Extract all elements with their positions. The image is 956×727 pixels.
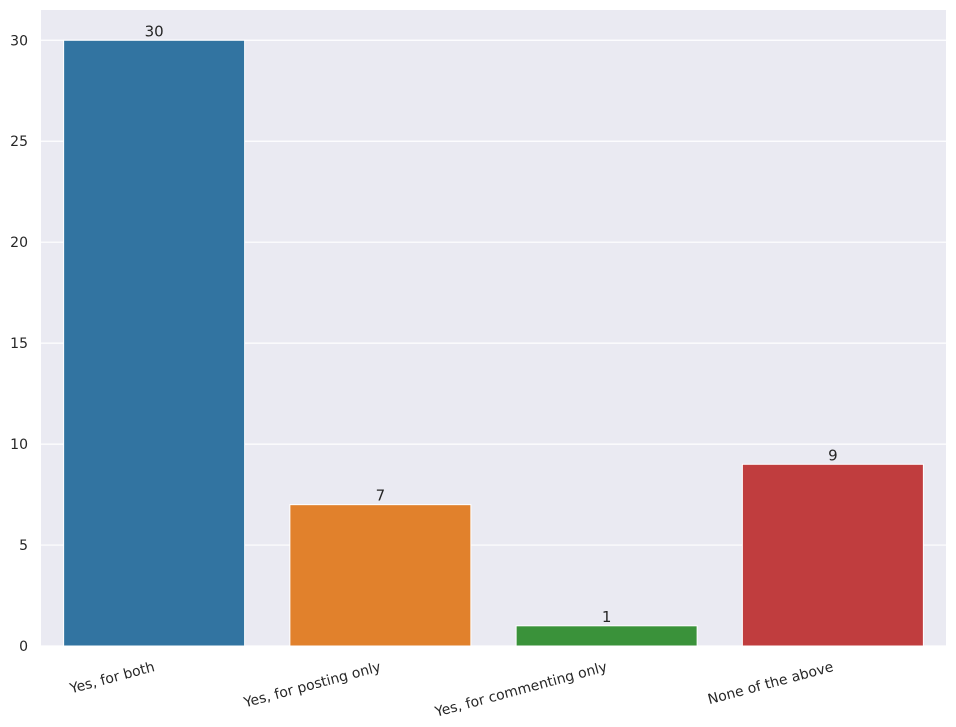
bar [63,39,246,647]
value-label: 30 [145,22,164,40]
x-tick-label: Yes, for posting only [241,659,382,711]
x-tick-label: Yes, for commenting only [432,659,608,721]
y-tick-label: 10 [10,437,28,453]
x-tick-label: Yes, for both [67,659,156,697]
value-label: 1 [602,608,612,626]
value-label: 7 [376,487,386,505]
y-tick-label: 0 [19,639,28,655]
bar [289,504,472,647]
bar [515,625,698,647]
y-tick-label: 15 [10,336,28,352]
value-label: 9 [828,446,838,464]
y-tick-label: 5 [19,538,28,554]
bar [741,463,924,647]
x-tick-label: None of the above [706,659,835,708]
y-tick-label: 25 [10,134,28,150]
y-tick-label: 20 [10,235,28,251]
y-tick-label: 30 [10,33,28,49]
